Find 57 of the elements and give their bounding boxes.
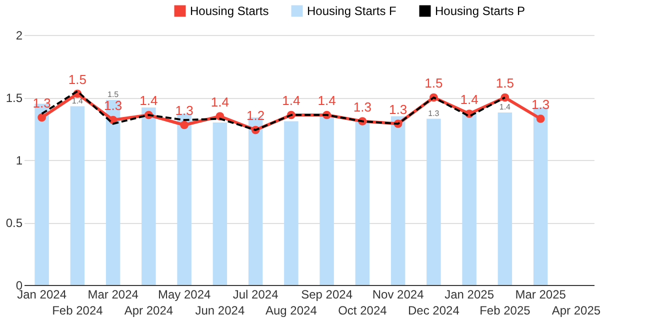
data-label: 1.5 (68, 72, 86, 87)
point (38, 113, 46, 122)
bar (106, 100, 120, 285)
data-label: 1.3 (389, 102, 408, 117)
x-tick-label: Sep 2024 (301, 288, 353, 302)
data-label: 1.5 (496, 76, 514, 90)
data-label: 1.4 (318, 93, 336, 108)
data-label: 1.4 (210, 94, 229, 110)
x-tick-label: Apr 2024 (124, 304, 174, 318)
legend-label: Housing Starts P (435, 4, 526, 18)
x-tick-label: Jul 2024 (232, 288, 279, 302)
data-label: 1.4 (140, 93, 158, 108)
bar (284, 121, 298, 285)
bar (355, 121, 370, 285)
bar (212, 122, 228, 285)
x-tick-label: Dec 2024 (408, 304, 460, 318)
point (180, 120, 188, 130)
data-label: 1.5 (424, 76, 443, 90)
x-tick-label: Oct 2024 (338, 304, 388, 318)
data-label: 1.3 (32, 96, 51, 110)
bar (70, 106, 85, 285)
bar (390, 116, 406, 285)
x-tick-label: Nov 2024 (372, 288, 424, 302)
y-tick-label: 1 (16, 154, 23, 168)
data-label: 1.3 (428, 108, 440, 118)
data-label: 1.5 (108, 90, 120, 99)
bar (177, 114, 192, 285)
x-tick-label: Apr 2025 (552, 304, 601, 318)
bar (533, 108, 548, 285)
bar (426, 118, 441, 285)
y-tick-label: 0.5 (6, 216, 23, 230)
data-label: 1.2 (246, 108, 265, 123)
data-label: 1.3 (104, 98, 122, 113)
x-tick-label: Feb 2025 (480, 304, 531, 318)
x-tick-label: May 2024 (158, 288, 211, 302)
y-tick-label: 2 (16, 28, 23, 42)
x-tick-label: Jan 2025 (444, 288, 494, 302)
legend-label: Housing Starts F (307, 4, 396, 18)
bar (498, 112, 512, 285)
data-label: 1.4 (72, 96, 84, 106)
data-label: 1.3 (353, 99, 372, 114)
data-label: 1.4 (499, 102, 512, 112)
x-tick-label: Jun 2024 (195, 304, 245, 318)
point (536, 114, 545, 123)
data-label: 1.3 (175, 103, 194, 118)
data-label: 1.4 (282, 93, 300, 108)
x-tick-label: Mar 2025 (515, 288, 566, 302)
bar (142, 108, 156, 285)
data-label: 1.4 (460, 92, 478, 107)
x-tick-label: Mar 2024 (88, 288, 139, 302)
x-tick-label: Aug 2024 (265, 304, 318, 318)
data-label: 1.3 (532, 96, 550, 112)
bar (320, 116, 334, 285)
x-tick-label: Feb 2024 (52, 304, 104, 318)
legend-label: Housing Starts (190, 4, 269, 18)
bar (462, 112, 476, 285)
y-tick-label: 1.5 (6, 91, 23, 105)
